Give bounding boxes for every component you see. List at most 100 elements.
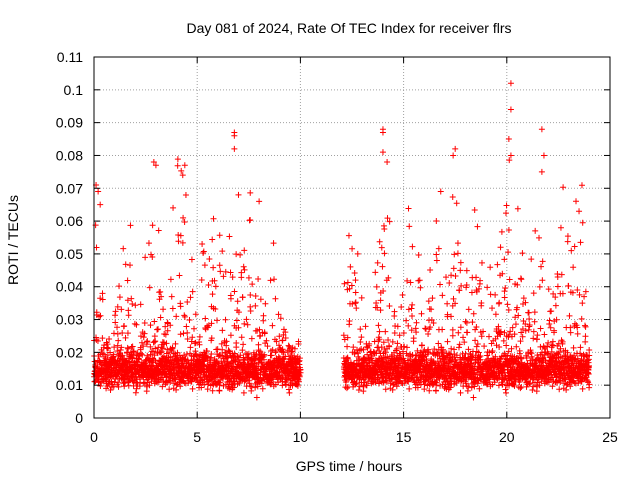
data-point xyxy=(276,333,283,340)
data-point xyxy=(205,281,212,288)
data-point xyxy=(431,346,438,353)
data-point xyxy=(582,323,589,330)
data-point xyxy=(124,297,131,304)
data-point xyxy=(107,349,114,356)
data-point xyxy=(394,323,401,330)
data-point xyxy=(407,279,414,286)
data-point xyxy=(157,288,164,295)
data-point-highlight-6 xyxy=(179,172,186,179)
data-point xyxy=(573,198,580,205)
data-points xyxy=(91,80,593,401)
data-point xyxy=(371,338,378,345)
data-point xyxy=(241,266,248,273)
data-point xyxy=(220,273,227,280)
data-point xyxy=(107,387,114,394)
data-point xyxy=(425,298,432,305)
data-point xyxy=(366,340,373,347)
data-point xyxy=(532,360,539,367)
data-point xyxy=(222,268,229,275)
data-point xyxy=(224,367,231,374)
data-point xyxy=(259,360,266,367)
data-point xyxy=(152,357,159,364)
data-point xyxy=(288,348,295,355)
data-point xyxy=(137,301,144,308)
data-point xyxy=(480,328,487,335)
data-point xyxy=(393,345,400,352)
data-point-highlight-22 xyxy=(507,152,514,159)
data-point xyxy=(527,347,534,354)
data-point xyxy=(512,314,519,321)
data-point xyxy=(520,317,527,324)
data-point xyxy=(463,383,470,390)
data-point xyxy=(444,338,451,345)
data-point xyxy=(391,308,398,315)
plot-frame xyxy=(93,56,611,419)
x-axis-label: GPS time / hours xyxy=(296,458,403,474)
data-point xyxy=(560,184,567,191)
data-point xyxy=(226,233,233,240)
data-point xyxy=(564,349,571,356)
data-point xyxy=(227,269,234,276)
data-point xyxy=(506,157,513,164)
data-point xyxy=(248,335,255,342)
data-point xyxy=(501,256,508,263)
data-point xyxy=(451,251,458,258)
data-point xyxy=(578,182,585,189)
data-point xyxy=(126,262,133,269)
data-point xyxy=(280,349,287,356)
data-point xyxy=(389,338,396,345)
data-point xyxy=(452,272,459,279)
data-point xyxy=(446,366,453,373)
data-point xyxy=(427,324,434,331)
data-point xyxy=(247,307,254,314)
data-point xyxy=(567,383,574,390)
data-point xyxy=(133,385,140,392)
data-point xyxy=(585,370,592,377)
data-point xyxy=(137,333,144,340)
data-point xyxy=(157,314,164,321)
data-point xyxy=(433,217,440,224)
data-point xyxy=(233,317,240,324)
data-point xyxy=(170,204,177,211)
data-point xyxy=(225,347,232,354)
data-point xyxy=(384,215,391,222)
data-point xyxy=(536,234,543,241)
data-point xyxy=(536,382,543,389)
data-point xyxy=(558,271,565,278)
data-point xyxy=(563,386,570,393)
data-point xyxy=(470,310,477,317)
data-point xyxy=(463,267,470,274)
data-point xyxy=(162,323,169,330)
data-point xyxy=(269,346,276,353)
data-point xyxy=(241,247,248,254)
data-point xyxy=(110,330,117,337)
data-point xyxy=(116,294,123,301)
data-point xyxy=(154,326,161,333)
data-point xyxy=(581,293,588,300)
data-point xyxy=(192,311,199,318)
data-point xyxy=(461,339,468,346)
data-point xyxy=(147,351,154,358)
data-point xyxy=(375,374,382,381)
data-point-highlight-14 xyxy=(379,149,386,156)
data-point xyxy=(427,266,434,273)
data-point xyxy=(151,318,158,325)
data-point xyxy=(360,346,367,353)
data-point xyxy=(539,277,546,284)
data-point xyxy=(549,374,556,381)
data-point xyxy=(229,366,236,373)
data-point xyxy=(139,351,146,358)
data-point xyxy=(408,327,415,334)
data-point xyxy=(111,379,118,386)
data-point xyxy=(296,355,303,362)
data-point xyxy=(508,345,515,352)
y-tick-label: 0.08 xyxy=(56,147,83,163)
data-point xyxy=(534,352,541,359)
data-point xyxy=(457,389,464,396)
data-point xyxy=(212,283,219,290)
data-point-highlight-16 xyxy=(450,152,457,159)
data-point xyxy=(574,330,581,337)
data-point xyxy=(464,329,471,336)
data-point xyxy=(351,270,358,277)
data-point xyxy=(112,308,119,315)
